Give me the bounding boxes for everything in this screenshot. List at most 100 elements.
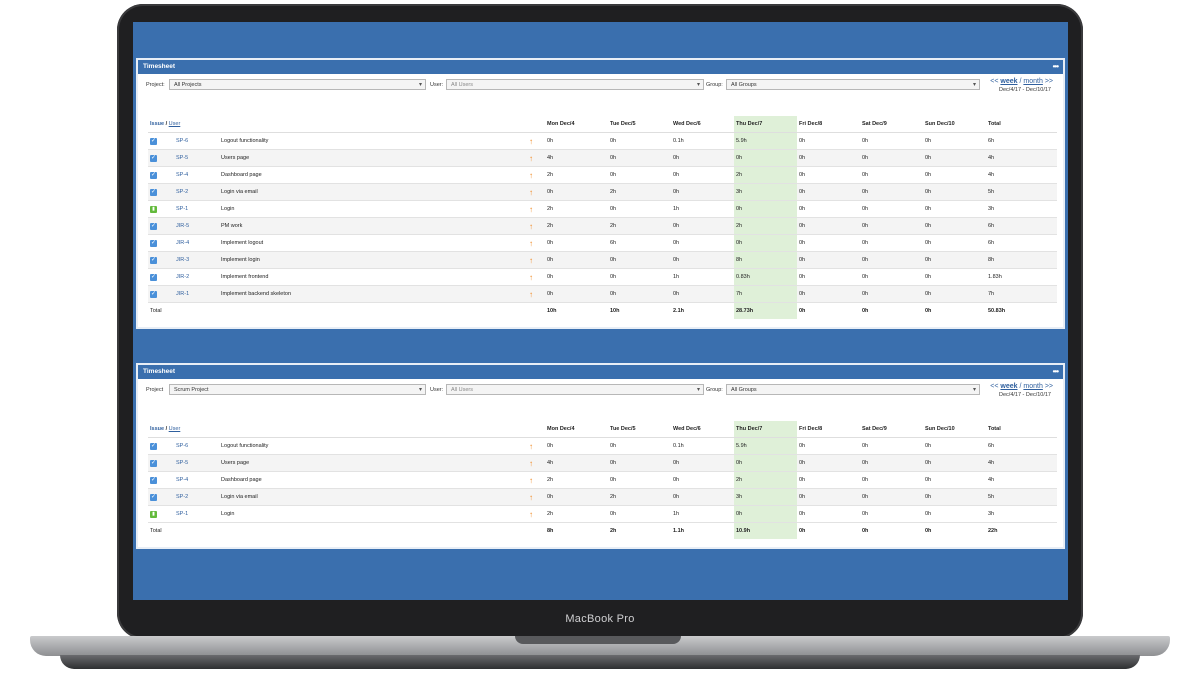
priority-cell: ↑ — [527, 437, 545, 455]
issue-user-header: Issue / User — [148, 421, 527, 438]
hours-cell: 0h — [923, 251, 986, 269]
priority-cell: ↑ — [527, 505, 545, 523]
issue-key-link[interactable]: SP-6 — [174, 437, 219, 455]
more-dots-icon[interactable]: ••• — [1052, 367, 1059, 376]
day-total-cell: 1.1h — [671, 522, 734, 539]
issue-summary: Login — [219, 200, 527, 218]
table-row: ✓ SP-4 Dashboard page ↑ 2h 0h 0h 2h 0h 0h 0h 4h — [148, 471, 1057, 489]
prev-period-link[interactable]: << — [990, 78, 999, 85]
table-row: ✓ SP-5 Users page ↑ 4h 0h 0h 0h 0h 0h 0h 4h — [148, 454, 1057, 472]
table-row: ▮ SP-1 Login ↑ 2h 0h 1h 0h 0h 0h 0h 3h — [148, 505, 1057, 523]
hours-cell: 0h — [860, 488, 923, 506]
chevron-down-icon: ▾ — [696, 82, 700, 88]
user-header-link[interactable]: User — [168, 426, 181, 432]
group-select[interactable]: All Groups ▾ — [726, 79, 980, 90]
issue-key-link[interactable]: SP-5 — [174, 149, 219, 167]
grand-total-cell: 22h — [986, 522, 1057, 539]
next-period-link[interactable]: >> — [1044, 78, 1053, 85]
day-total-cell: 0h — [860, 522, 923, 539]
laptop-base — [30, 636, 1170, 656]
date-range: Dec/4/17 - Dec/10/17 — [999, 392, 1051, 398]
day-header: Sun Dec/10 — [923, 421, 986, 438]
hours-cell: 0h — [608, 437, 671, 455]
panel-header: Timesheet ••• — [138, 365, 1063, 379]
issue-key-link[interactable]: JIR-4 — [174, 234, 219, 252]
hours-cell: 2h — [608, 488, 671, 506]
hours-cell: 2h — [545, 200, 608, 218]
issue-key-link[interactable]: SP-5 — [174, 454, 219, 472]
month-link[interactable]: month — [1023, 383, 1043, 390]
issue-header-link[interactable]: Issue — [150, 426, 165, 432]
issue-user-header: Issue / User — [148, 116, 527, 133]
issue-key-link[interactable]: JIR-2 — [174, 268, 219, 286]
task-checkbox-icon: ✓ — [150, 137, 157, 145]
hours-cell: 0h — [671, 251, 734, 269]
hours-cell: 0h — [797, 285, 860, 303]
issue-summary: Users page — [219, 149, 527, 167]
issue-key-link[interactable]: SP-2 — [174, 183, 219, 201]
task-checkbox-icon: ✓ — [150, 290, 157, 298]
day-total-cell: 2h — [608, 522, 671, 539]
project-select[interactable]: Scrum Project ▾ — [169, 384, 426, 395]
user-select[interactable]: All Users ▾ — [446, 79, 704, 90]
header-slash: / — [165, 121, 168, 127]
hours-cell: 1h — [671, 505, 734, 523]
user-select[interactable]: All Users ▾ — [446, 384, 704, 395]
hours-cell: 0h — [797, 132, 860, 150]
issue-key-link[interactable]: JIR-5 — [174, 217, 219, 235]
more-dots-icon[interactable]: ••• — [1052, 62, 1059, 71]
hours-cell: 0h — [671, 183, 734, 201]
issue-type-cell: ▮ — [148, 200, 174, 218]
priority-arrow-up-icon: ↑ — [529, 153, 533, 163]
nav-separator: / — [1019, 383, 1022, 390]
hours-cell: 0h — [608, 200, 671, 218]
priority-arrow-up-icon: ↑ — [529, 204, 533, 214]
priority-arrow-up-icon: ↑ — [529, 272, 533, 282]
priority-arrow-up-icon: ↑ — [529, 187, 533, 197]
next-period-link[interactable]: >> — [1044, 383, 1053, 390]
user-label: User: — [430, 82, 444, 88]
issue-key-link[interactable]: SP-4 — [174, 471, 219, 489]
issue-key-link[interactable]: JIR-1 — [174, 285, 219, 303]
issue-key-link[interactable]: SP-1 — [174, 200, 219, 218]
day-total-cell: 0h — [797, 522, 860, 539]
issue-key-link[interactable]: SP-2 — [174, 488, 219, 506]
timesheet-table: Issue / User Mon Dec/4 Tue Dec/5 Wed Dec… — [148, 116, 1057, 319]
hours-cell: 0h — [797, 454, 860, 472]
timesheet-panel-2: Timesheet ••• Project Scrum Project ▾ Us… — [136, 363, 1065, 549]
timesheet-panel-1: Timesheet ••• Project: All Projects ▾ Us… — [136, 58, 1065, 329]
chevron-down-icon: ▾ — [418, 387, 422, 393]
hours-cell: 5.9h — [734, 437, 797, 455]
day-total-cell: 0h — [923, 302, 986, 319]
story-icon: ▮ — [150, 510, 157, 518]
issue-summary: Implement logout — [219, 234, 527, 252]
issue-key-link[interactable]: SP-1 — [174, 505, 219, 523]
hours-cell: 0h — [671, 285, 734, 303]
project-label: Project: — [146, 82, 165, 88]
hours-cell: 0h — [734, 234, 797, 252]
prev-period-link[interactable]: << — [990, 383, 999, 390]
hours-cell: 0h — [923, 505, 986, 523]
issue-header-link[interactable]: Issue — [150, 121, 165, 127]
filter-bar: Project Scrum Project ▾ User: All Users … — [138, 379, 1063, 401]
hours-cell: 0.1h — [671, 437, 734, 455]
row-total-cell: 6h — [986, 437, 1057, 455]
totals-label: Total — [148, 302, 545, 319]
row-total-cell: 6h — [986, 234, 1057, 252]
group-select[interactable]: All Groups ▾ — [726, 384, 980, 395]
task-checkbox-icon: ✓ — [150, 442, 157, 450]
row-total-cell: 5h — [986, 488, 1057, 506]
project-select[interactable]: All Projects ▾ — [169, 79, 426, 90]
month-link[interactable]: month — [1023, 78, 1043, 85]
issue-type-cell: ▮ — [148, 505, 174, 523]
issue-key-link[interactable]: SP-4 — [174, 166, 219, 184]
week-link[interactable]: week — [1000, 78, 1018, 85]
issue-key-link[interactable]: SP-6 — [174, 132, 219, 150]
total-header: Total — [986, 116, 1057, 133]
row-total-cell: 6h — [986, 132, 1057, 150]
issue-key-link[interactable]: JIR-3 — [174, 251, 219, 269]
issue-type-cell: ✓ — [148, 132, 174, 150]
user-header-link[interactable]: User — [168, 121, 181, 127]
header-slash: / — [165, 426, 168, 432]
week-link[interactable]: week — [1000, 383, 1018, 390]
